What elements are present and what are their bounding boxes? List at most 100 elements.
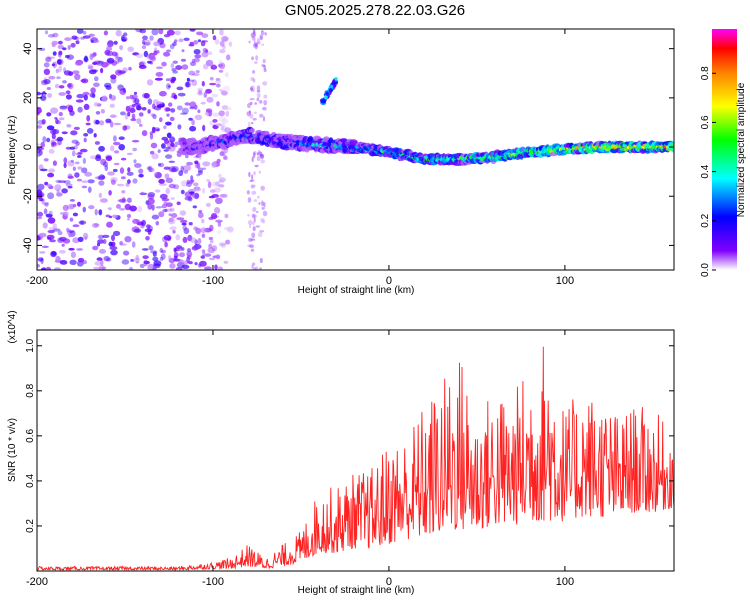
spectrogram-noise-cell [105, 214, 111, 218]
spectrogram-noise-cell [40, 141, 45, 148]
spectrogram-noise-cell [134, 163, 142, 168]
spectrogram-noise-cell [154, 172, 162, 179]
spectrogram-noise-cell [260, 30, 264, 33]
spectrogram-noise-cell [113, 162, 120, 166]
spectrogram-noise-cell [86, 115, 91, 122]
spectrogram-noise-cell [251, 121, 254, 125]
spectrogram-noise-cell [159, 90, 167, 97]
spectrogram-noise-cell [142, 35, 148, 41]
spectrogram-noise-cell [109, 93, 112, 100]
spectrogram-noise-cell [146, 79, 154, 86]
spectrogram-noise-cell [87, 179, 95, 184]
spectrogram-noise-cell [250, 184, 256, 188]
spectrogram-noise-cell [155, 206, 163, 209]
spectrogram-noise-cell [181, 107, 189, 115]
spectrogram-noise-cell [43, 208, 48, 215]
spectrogram-noise-cell [51, 129, 60, 135]
spectrogram-noise-cell [150, 250, 158, 254]
spectrogram-noise-cell [161, 203, 167, 209]
spectrogram-noise-cell [138, 168, 144, 174]
spectrogram-noise-cell [253, 111, 257, 114]
spectrogram-noise-cell [166, 113, 170, 117]
spectrogram-noise-cell [81, 180, 88, 184]
spectrogram-noise-cell [251, 248, 254, 252]
colorbar: 0.0 0.2 0.4 0.6 0.8 Normalized spectral ampl… [700, 29, 747, 277]
spectrogram-noise-cell [164, 173, 170, 179]
spectrogram-branch-cell [324, 95, 328, 100]
spectrogram-noise-cell [163, 51, 171, 57]
spectrogram-noise-cell [37, 91, 41, 96]
spectrogram-noise-cell [252, 29, 256, 35]
spectrogram-noise-cell [83, 103, 90, 110]
spectrogram-noise-cell [91, 69, 99, 73]
spectrogram-noise-cell [168, 160, 176, 163]
spectrogram-noise-cell [58, 117, 65, 121]
spectrogram-noise-cell [132, 94, 138, 100]
spectrogram-noise-cell [201, 80, 205, 87]
spectrogram-noise-cell [202, 187, 205, 194]
spectrogram-noise-cell [253, 152, 256, 159]
spectrogram-noise-cell [189, 29, 196, 32]
spectrogram-noise-cell [51, 63, 56, 67]
spectrogram-noise-cell [83, 57, 89, 63]
spectrogram-noise-cell [68, 230, 74, 234]
spectrogram-noise-cell [183, 37, 190, 41]
spectrogram-noise-cell [94, 223, 100, 227]
spectrogram-noise-cell [81, 167, 88, 174]
spectrogram-noise-cell [77, 106, 83, 113]
spectrogram-noise-cell [171, 213, 178, 218]
spectrogram-noise-cell [121, 36, 128, 42]
spectrogram-noise-cell [94, 208, 98, 216]
spectrogram-noise-cell [215, 219, 223, 223]
x-tick-label: 100 [556, 576, 574, 588]
spectrogram-noise-cell [99, 198, 108, 203]
spectrogram-noise-cell [216, 101, 220, 107]
spectrogram-noise-cell [109, 94, 116, 101]
spectrogram-noise-cell [258, 170, 261, 174]
spectrogram-noise-cell [158, 183, 167, 186]
spectrogram-noise-cell [171, 68, 176, 72]
spectrogram-noise-cell [142, 39, 145, 45]
spectrogram-noise-cell [134, 98, 140, 104]
spectrogram-noise-cell [75, 161, 80, 165]
spectrogram-noise-cell [47, 34, 55, 38]
spectrogram-noise-cell [215, 181, 220, 187]
spectrogram-noise-cell [131, 139, 140, 143]
spectrogram-noise-cell [51, 141, 55, 148]
spectrogram-noise-cell [114, 56, 122, 61]
spectrogram-noise-cell [99, 248, 106, 254]
spectrogram-noise-cell [129, 108, 136, 113]
spectrogram-noise-cell [246, 190, 250, 195]
spectrogram-noise-cell [37, 211, 43, 217]
spectrogram-noise-cell [74, 73, 81, 81]
spectrogram-noise-cell [138, 112, 144, 117]
spectrogram-noise-cell [180, 219, 188, 223]
spectrogram-noise-cell [69, 199, 75, 202]
spectrogram-noise-cell [101, 62, 109, 68]
spectrogram-noise-cell [216, 158, 221, 163]
spectrogram-noise-cell [46, 125, 55, 131]
spectrogram-noise-cell [104, 49, 111, 56]
spectrogram-noise-cell [193, 49, 201, 55]
spectrogram-noise-cell [194, 187, 202, 192]
spectrogram-noise-cell [57, 230, 63, 236]
spectrogram-noise-cell [148, 165, 153, 173]
spectrogram-noise-cell [252, 267, 257, 270]
spectrogram-noise-cell [223, 226, 230, 231]
spectrogram-noise-cell [133, 228, 140, 233]
spectrogram-noise-cell [175, 65, 183, 71]
spectrogram-noise-cell [216, 230, 222, 234]
spectrogram-noise-cell [138, 64, 147, 69]
spectrogram-noise-cell [69, 110, 75, 116]
spectrogram-noise-cell [252, 226, 256, 232]
spectrogram-noise-cell [217, 266, 223, 270]
spectrogram-noise-cell [58, 65, 63, 73]
spectrogram-noise-cell [53, 267, 61, 270]
spectrogram-noise-cell [205, 59, 214, 67]
spectrogram-noise-cell [100, 158, 107, 166]
spectrogram-noise-cell [208, 257, 216, 261]
spectrogram-noise-cell [105, 118, 112, 123]
spectrogram-noise-cell [43, 78, 51, 85]
spectrogram-noise-cell [128, 66, 132, 71]
x-tick-label: -200 [26, 576, 48, 588]
